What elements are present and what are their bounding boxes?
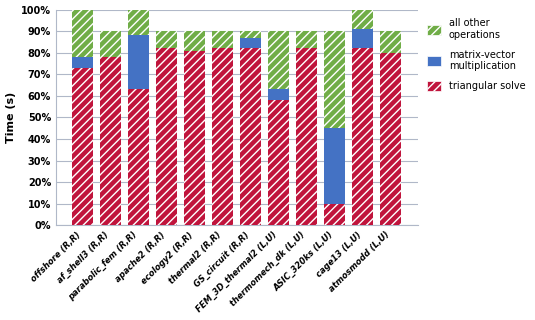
- Bar: [380, 31, 401, 53]
- Bar: [72, 57, 94, 68]
- Bar: [324, 204, 346, 225]
- Bar: [212, 48, 233, 225]
- Bar: [72, 10, 94, 57]
- Bar: [380, 53, 401, 225]
- Bar: [212, 31, 233, 48]
- Legend: all other
operations, matrix-vector
multiplication, triangular solve: all other operations, matrix-vector mult…: [423, 14, 530, 95]
- Bar: [296, 48, 317, 225]
- Bar: [185, 31, 205, 51]
- Bar: [240, 38, 262, 48]
- Bar: [72, 68, 94, 225]
- Bar: [101, 31, 121, 57]
- Bar: [128, 36, 149, 89]
- Bar: [240, 31, 262, 38]
- Bar: [353, 48, 373, 225]
- Bar: [353, 29, 373, 48]
- Bar: [324, 128, 346, 204]
- Bar: [156, 31, 178, 48]
- Bar: [353, 10, 373, 29]
- Bar: [324, 31, 346, 128]
- Bar: [296, 31, 317, 48]
- Bar: [269, 89, 289, 100]
- Bar: [101, 57, 121, 225]
- Bar: [128, 89, 149, 225]
- Bar: [185, 51, 205, 225]
- Bar: [269, 100, 289, 225]
- Bar: [240, 48, 262, 225]
- Y-axis label: Time (s): Time (s): [5, 92, 16, 143]
- Bar: [269, 31, 289, 89]
- Bar: [156, 48, 178, 225]
- Bar: [128, 10, 149, 36]
